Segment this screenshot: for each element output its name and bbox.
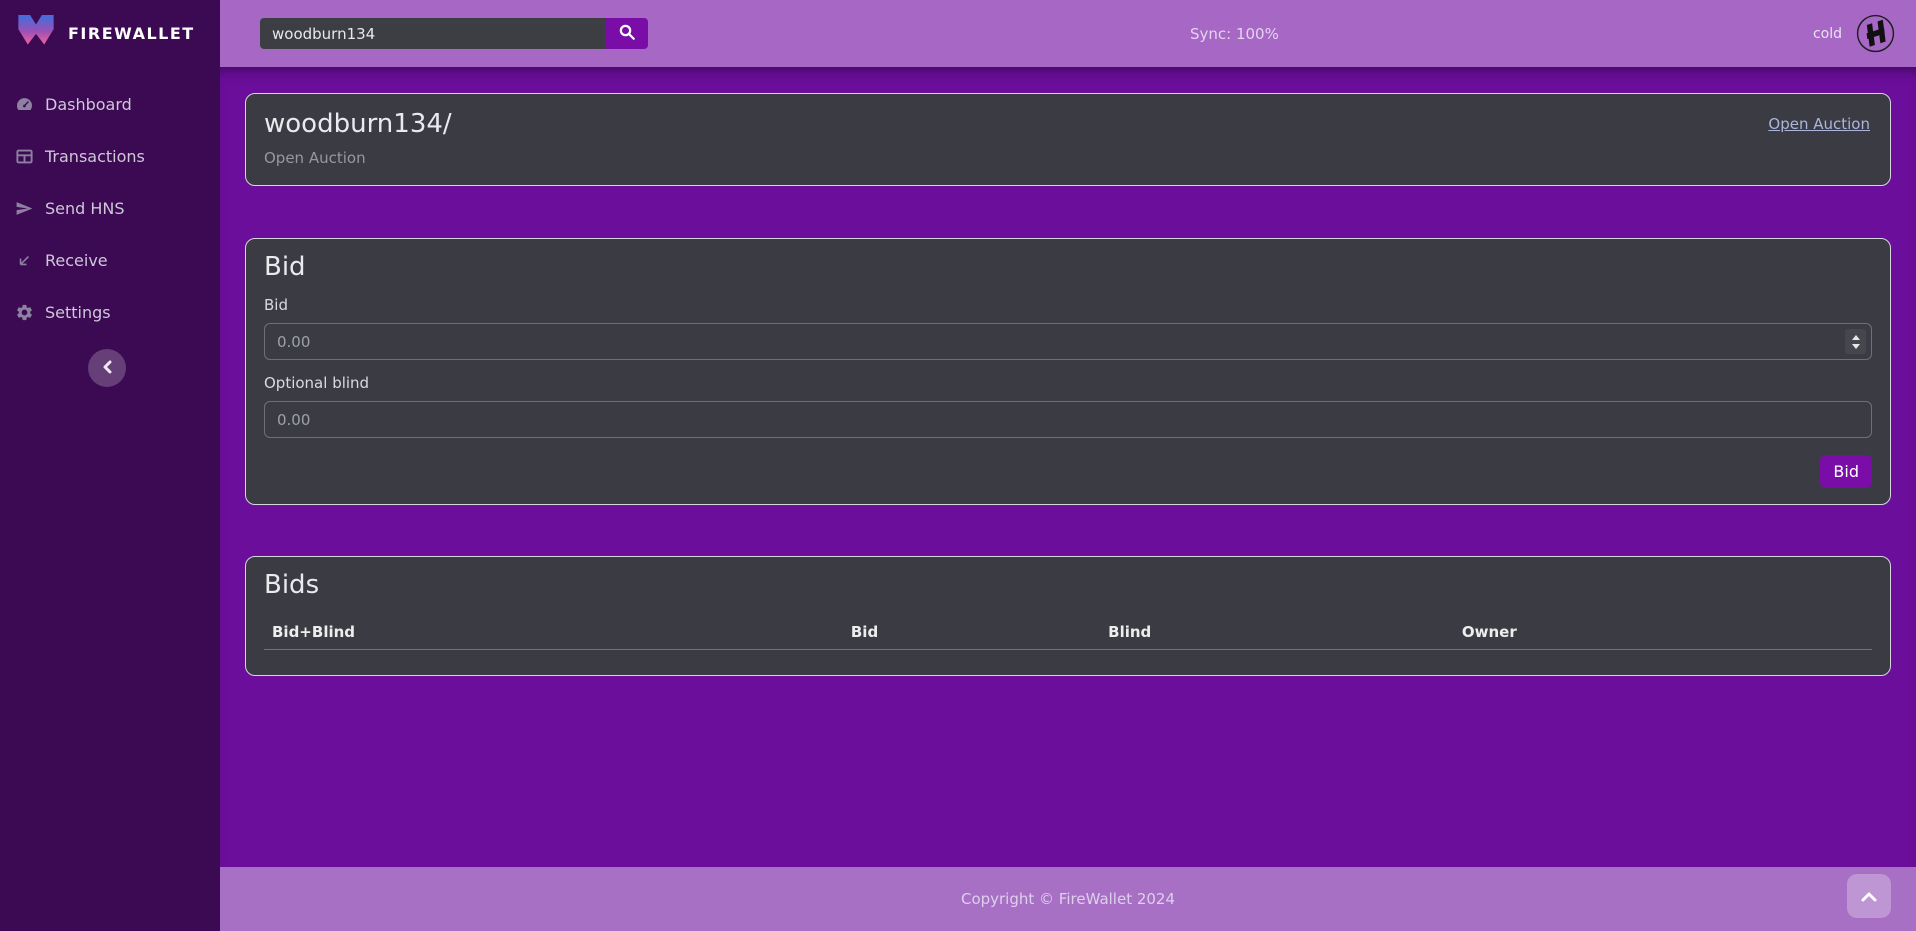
sidebar-item-label: Send HNS [45, 198, 125, 218]
bid-amount-label: Bid [264, 296, 288, 314]
sidebar-item-settings[interactable]: Settings [0, 286, 220, 338]
tachometer-icon [15, 95, 34, 114]
copyright-text: Copyright © FireWallet 2024 [960, 890, 1176, 908]
bid-form-card: Bid Bid Optional blind Bid [245, 238, 1891, 505]
sync-status: Sync: 100% [1190, 24, 1279, 43]
bid-submit-button[interactable]: Bid [1820, 455, 1872, 488]
stepper-down-icon[interactable] [1851, 343, 1860, 349]
number-stepper[interactable] [1845, 329, 1866, 354]
sidebar-collapse-button[interactable] [88, 349, 126, 387]
bids-list-card: Bids Bid+Blind Bid Blind Owner [245, 556, 1891, 676]
bid-amount-wrap [264, 323, 1872, 360]
blind-amount-input[interactable] [264, 401, 1872, 438]
chevron-up-icon [1861, 887, 1877, 906]
bids-table: Bid+Blind Bid Blind Owner [264, 615, 1872, 670]
column-header-bid: Bid [842, 615, 1101, 650]
blind-amount-wrap [264, 401, 1872, 438]
scroll-to-top-button[interactable] [1847, 874, 1891, 918]
column-header-blind: Blind [1100, 615, 1454, 650]
bids-table-header-row: Bid+Blind Bid Blind Owner [264, 615, 1872, 650]
table-icon [15, 147, 34, 166]
sidebar-item-receive[interactable]: Receive [0, 234, 220, 286]
bid-amount-input[interactable] [264, 323, 1872, 360]
sidebar-item-transactions[interactable]: Transactions [0, 130, 220, 182]
main-content: woodburn134/ Open Auction Open Auction B… [220, 67, 1916, 867]
sidebar-item-dashboard[interactable]: Dashboard [0, 78, 220, 130]
brand[interactable]: FIREWALLET [0, 0, 220, 62]
wallet-name-label: cold [1812, 25, 1842, 42]
hns-logo-icon[interactable] [1855, 13, 1896, 54]
sidebar-item-label: Settings [45, 302, 111, 322]
firewallet-logo-icon [16, 13, 56, 54]
arrow-down-left-icon [15, 251, 34, 270]
sidebar-item-send-hns[interactable]: Send HNS [0, 182, 220, 234]
paper-plane-icon [15, 199, 34, 218]
sidebar-nav: Dashboard Transactions Send HNS [0, 78, 220, 338]
bids-table-body [264, 650, 1872, 670]
search-group [260, 18, 648, 49]
search-input[interactable] [260, 18, 606, 49]
blind-amount-label: Optional blind [264, 374, 370, 392]
search-icon [618, 23, 636, 44]
topbar: Sync: 100% cold [220, 0, 1916, 67]
domain-status: Open Auction [264, 149, 366, 167]
search-button[interactable] [606, 18, 648, 49]
topbar-right: cold [1813, 0, 1896, 67]
column-header-owner: Owner [1453, 615, 1872, 650]
brand-name: FIREWALLET [68, 24, 195, 43]
bids-list-title: Bids [264, 570, 320, 600]
footer: Copyright © FireWallet 2024 [220, 867, 1916, 931]
sidebar: FIREWALLET Dashboard Transactions [0, 0, 220, 931]
column-header-bid-blind: Bid+Blind [264, 615, 843, 650]
open-auction-link[interactable]: Open Auction [1768, 115, 1870, 133]
domain-card: woodburn134/ Open Auction Open Auction [245, 93, 1891, 186]
bid-form-title: Bid [264, 252, 306, 282]
chevron-left-icon [101, 359, 113, 378]
sidebar-item-label: Receive [45, 250, 108, 270]
stepper-up-icon[interactable] [1851, 334, 1860, 340]
sidebar-item-label: Dashboard [45, 94, 132, 114]
sidebar-item-label: Transactions [45, 146, 145, 166]
gear-icon [15, 303, 34, 322]
empty-row [264, 650, 1872, 670]
domain-title: woodburn134/ [264, 109, 452, 139]
